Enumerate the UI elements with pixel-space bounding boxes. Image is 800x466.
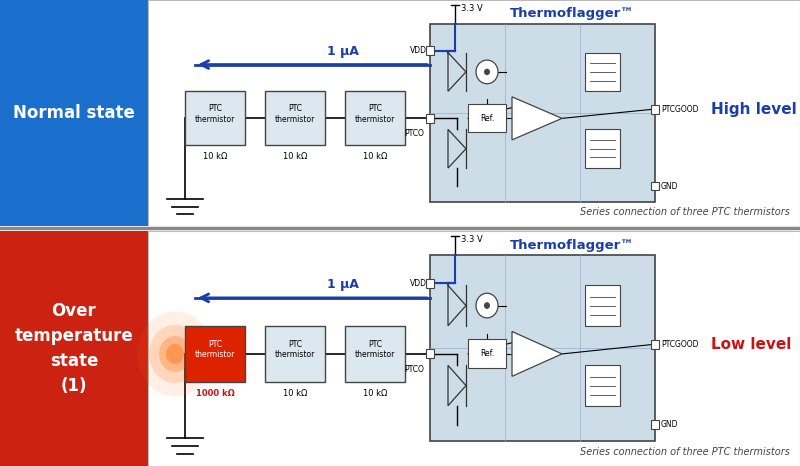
Bar: [345, 91, 405, 145]
Bar: [265, 326, 325, 382]
Text: PTCGOOD: PTCGOOD: [661, 105, 698, 114]
Bar: [265, 91, 325, 145]
Text: 10 kΩ: 10 kΩ: [283, 389, 307, 397]
Text: 10 kΩ: 10 kΩ: [203, 151, 227, 160]
Text: PTC
thermistor: PTC thermistor: [355, 340, 395, 359]
Bar: [651, 182, 659, 191]
Text: PTCO: PTCO: [404, 129, 424, 138]
Circle shape: [137, 311, 213, 397]
Circle shape: [476, 60, 498, 84]
Text: Thermoflagger™: Thermoflagger™: [510, 239, 634, 252]
Bar: [430, 24, 655, 202]
Bar: [426, 114, 434, 123]
Circle shape: [484, 302, 490, 309]
Bar: [185, 326, 245, 382]
Circle shape: [476, 293, 498, 318]
Text: PTC
thermistor: PTC thermistor: [275, 340, 315, 359]
Text: PTCGOOD: PTCGOOD: [661, 340, 698, 349]
Bar: [468, 104, 506, 132]
Text: PTCO: PTCO: [404, 365, 424, 374]
Bar: [426, 46, 434, 55]
Bar: [585, 53, 620, 91]
Bar: [345, 326, 405, 382]
Text: PTC
thermistor: PTC thermistor: [195, 340, 235, 359]
Bar: [426, 279, 434, 288]
Circle shape: [159, 336, 191, 372]
Text: Low level: Low level: [711, 337, 791, 352]
Text: 1 μA: 1 μA: [326, 45, 358, 58]
Text: 10 kΩ: 10 kΩ: [363, 151, 387, 160]
Bar: [0, 0, 148, 226]
Text: VDD: VDD: [410, 279, 427, 288]
Text: 3.3 V: 3.3 V: [461, 4, 482, 14]
Bar: [148, 231, 800, 466]
Circle shape: [149, 325, 201, 383]
Bar: [585, 365, 620, 406]
Polygon shape: [512, 331, 562, 377]
Bar: [468, 339, 506, 369]
Bar: [585, 285, 620, 326]
Text: Thermoflagger™: Thermoflagger™: [510, 7, 634, 21]
Circle shape: [166, 344, 184, 364]
Bar: [185, 91, 245, 145]
Bar: [651, 420, 659, 429]
Text: Ref.: Ref.: [480, 114, 494, 123]
Bar: [651, 105, 659, 114]
Text: GND: GND: [661, 182, 678, 191]
Bar: [651, 340, 659, 349]
Text: Series connection of three PTC thermistors: Series connection of three PTC thermisto…: [580, 207, 790, 218]
Text: VDD: VDD: [410, 46, 427, 55]
Bar: [148, 0, 800, 226]
Text: 10 kΩ: 10 kΩ: [363, 389, 387, 397]
Text: Ref.: Ref.: [480, 350, 494, 358]
Text: Normal state: Normal state: [13, 104, 135, 122]
Bar: [426, 350, 434, 358]
Text: 10 kΩ: 10 kΩ: [283, 151, 307, 160]
Text: 3.3 V: 3.3 V: [461, 235, 482, 244]
Circle shape: [484, 69, 490, 75]
Text: PTC
thermistor: PTC thermistor: [355, 104, 395, 124]
Text: GND: GND: [661, 420, 678, 429]
Text: 1000 kΩ: 1000 kΩ: [196, 389, 234, 397]
Text: PTC
thermistor: PTC thermistor: [195, 104, 235, 124]
Bar: [585, 130, 620, 168]
Bar: [430, 255, 655, 441]
Polygon shape: [512, 97, 562, 140]
Text: Over
temperature
state
(1): Over temperature state (1): [14, 302, 134, 395]
Bar: [0, 231, 148, 466]
Text: Series connection of three PTC thermistors: Series connection of three PTC thermisto…: [580, 447, 790, 457]
Text: 1 μA: 1 μA: [326, 278, 358, 291]
Text: PTC
thermistor: PTC thermistor: [275, 104, 315, 124]
Text: High level: High level: [711, 102, 797, 117]
